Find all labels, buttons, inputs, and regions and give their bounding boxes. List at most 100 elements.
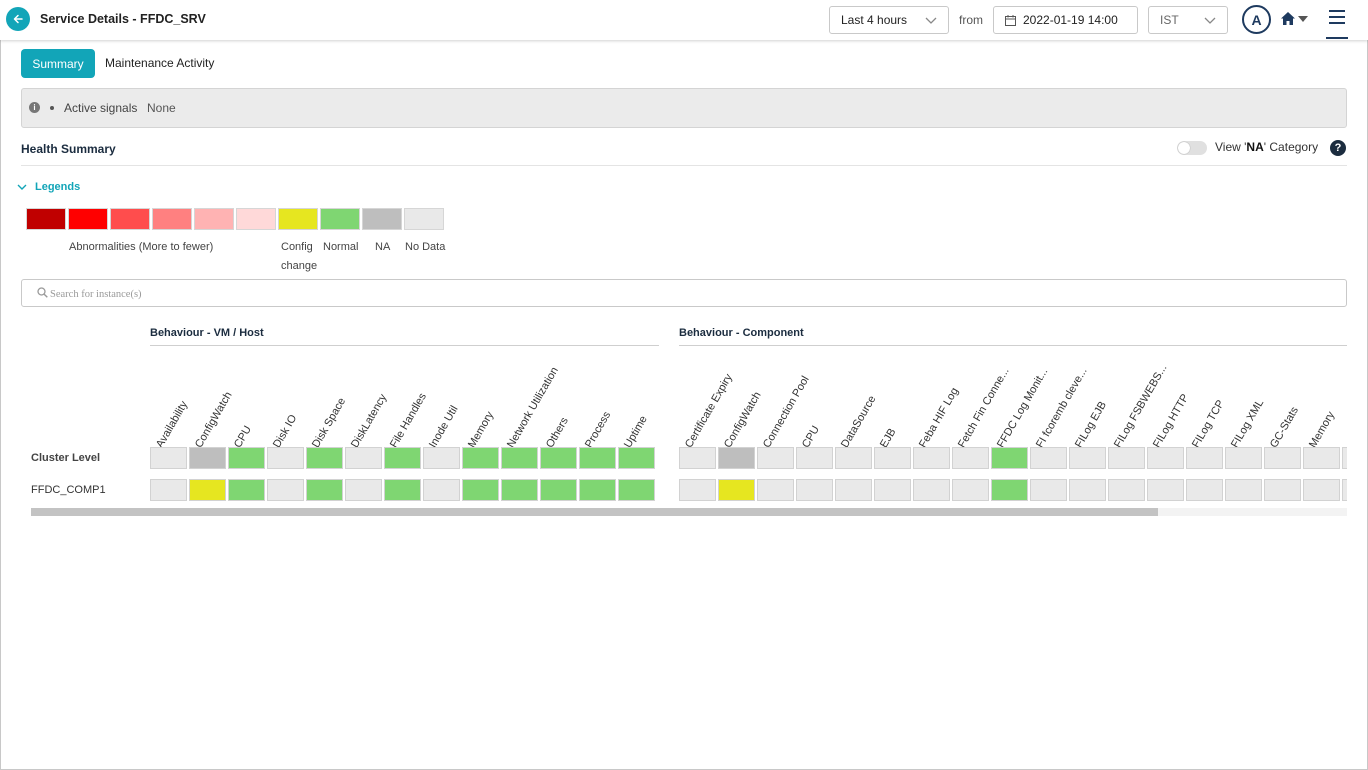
health-cell[interactable] [540,447,577,469]
health-cell[interactable] [991,447,1028,469]
health-cell[interactable] [679,447,716,469]
health-cell[interactable] [991,479,1028,501]
group-divider [679,345,1347,346]
health-cell[interactable] [718,479,755,501]
chevron-down-icon [925,17,937,24]
health-cell[interactable] [1264,479,1301,501]
health-cell[interactable] [540,479,577,501]
scrollbar-thumb[interactable] [31,508,1158,516]
health-cell[interactable] [679,479,716,501]
menu-icon [1329,10,1345,12]
legend-swatch [68,208,108,230]
from-date-picker[interactable]: 2022-01-19 14:00 [993,6,1138,34]
health-cell[interactable] [462,447,499,469]
timezone-select[interactable]: IST [1148,6,1228,34]
health-cell[interactable] [501,479,538,501]
health-cell[interactable] [618,447,655,469]
health-cell[interactable] [757,447,794,469]
help-icon[interactable]: ? [1330,140,1346,156]
legends-toggle[interactable]: Legends [17,181,80,193]
health-cell[interactable] [150,479,187,501]
group-divider [150,345,659,346]
time-range-select[interactable]: Last 4 hours [829,6,949,34]
arrow-left-icon [13,14,23,24]
health-cell[interactable] [1069,479,1106,501]
back-button[interactable] [6,7,30,31]
health-cell[interactable] [423,447,460,469]
user-avatar[interactable]: A [1242,5,1271,34]
top-header: Service Details - FFDC_SRV Last 4 hours … [0,0,1368,40]
health-cell[interactable] [345,479,382,501]
bullet [50,106,54,110]
home-menu-button[interactable] [1280,11,1308,26]
health-cell[interactable] [1030,479,1067,501]
health-cell[interactable] [1147,447,1184,469]
health-cell[interactable] [874,479,911,501]
divider [21,165,1347,166]
search-input[interactable] [50,285,650,303]
health-cell[interactable] [952,447,989,469]
legend-swatch [236,208,276,230]
health-cell[interactable] [150,447,187,469]
health-cell[interactable] [718,447,755,469]
chevron-down-icon [1204,17,1216,24]
health-cell[interactable] [384,447,421,469]
health-cell[interactable] [423,479,460,501]
home-icon [1281,12,1295,25]
health-cell[interactable] [796,447,833,469]
health-cell[interactable] [189,479,226,501]
health-cell[interactable] [1225,447,1262,469]
health-cell[interactable] [835,447,872,469]
health-cell[interactable] [1186,447,1223,469]
health-cell[interactable] [757,479,794,501]
health-cell[interactable] [345,447,382,469]
health-cell[interactable] [835,479,872,501]
health-cell[interactable] [952,479,989,501]
health-cell[interactable] [501,447,538,469]
health-cell[interactable] [1186,479,1223,501]
health-cell[interactable] [913,479,950,501]
health-cell[interactable] [1303,447,1340,469]
group-title-vm-host: Behaviour - VM / Host [150,327,264,339]
row-label-ffdc-comp1: FFDC_COMP1 [31,484,106,496]
health-cell[interactable] [1030,447,1067,469]
legend-swatch [278,208,318,230]
health-cell[interactable] [267,479,304,501]
health-cell[interactable] [462,479,499,501]
health-cell[interactable] [384,479,421,501]
health-cell[interactable] [1264,447,1301,469]
chevron-down-icon [17,184,27,190]
health-cell[interactable] [228,479,265,501]
health-cell[interactable] [579,479,616,501]
health-summary-title: Health Summary [21,142,116,156]
health-cell[interactable] [1108,447,1145,469]
health-cell[interactable] [306,447,343,469]
view-na-toggle[interactable] [1177,141,1207,155]
health-cell[interactable] [1342,479,1347,501]
health-cell[interactable] [267,447,304,469]
health-cell[interactable] [618,479,655,501]
health-cell[interactable] [189,447,226,469]
page-title: Service Details - FFDC_SRV [40,12,206,26]
health-cell[interactable] [1303,479,1340,501]
health-cell[interactable] [1108,479,1145,501]
tab-summary[interactable]: Summary [21,49,95,78]
health-cell[interactable] [796,479,833,501]
legend-swatch [110,208,150,230]
legend-swatch [194,208,234,230]
tab-maintenance-activity[interactable]: Maintenance Activity [105,56,215,70]
timezone-value: IST [1160,13,1179,27]
health-cell[interactable] [306,479,343,501]
health-cell[interactable] [874,447,911,469]
health-cell[interactable] [913,447,950,469]
legends-label: Legends [35,181,81,193]
hamburger-menu-button[interactable] [1329,10,1345,28]
health-cell[interactable] [1342,447,1347,469]
health-cell[interactable] [1225,479,1262,501]
health-cell[interactable] [1069,447,1106,469]
health-cell[interactable] [579,447,616,469]
active-signals-bar: i Active signals None [21,88,1347,128]
health-cell[interactable] [1147,479,1184,501]
legend-swatch [152,208,192,230]
health-cell[interactable] [228,447,265,469]
